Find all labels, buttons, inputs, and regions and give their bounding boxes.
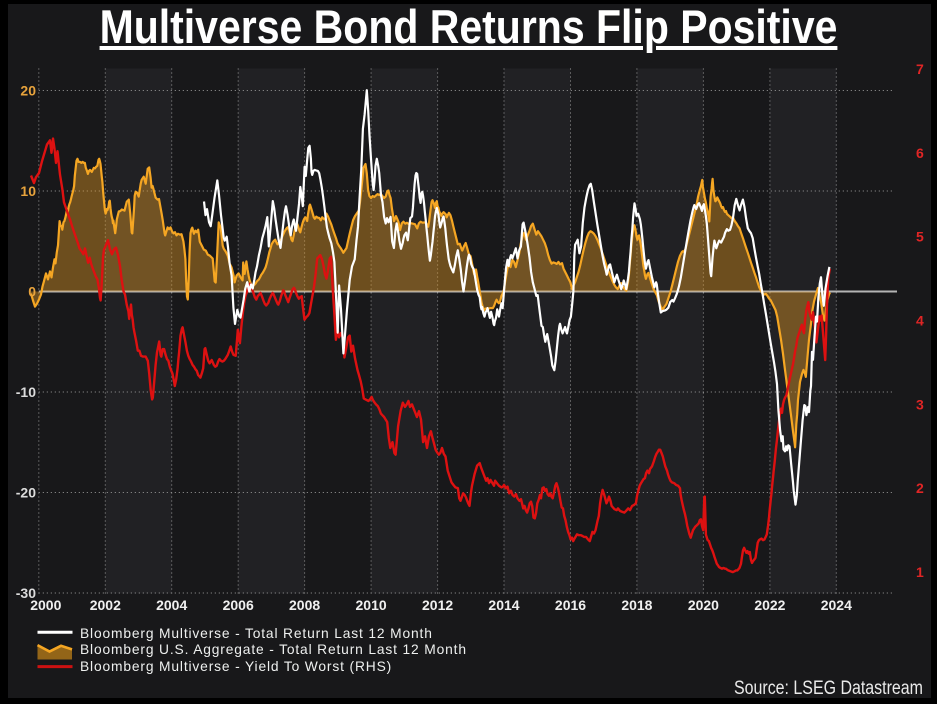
svg-text:2: 2 <box>916 480 924 496</box>
svg-text:2012: 2012 <box>422 597 453 613</box>
svg-text:2010: 2010 <box>356 597 387 613</box>
svg-text:-10: -10 <box>16 384 36 400</box>
svg-text:2020: 2020 <box>688 597 719 613</box>
svg-text:4: 4 <box>916 313 924 329</box>
svg-text:-20: -20 <box>16 485 36 501</box>
svg-text:2006: 2006 <box>223 597 254 613</box>
svg-text:7: 7 <box>916 61 924 77</box>
svg-text:2014: 2014 <box>488 597 519 613</box>
svg-text:2018: 2018 <box>621 597 652 613</box>
svg-text:2000: 2000 <box>30 597 61 613</box>
svg-text:-30: -30 <box>16 585 36 601</box>
svg-text:20: 20 <box>20 83 36 99</box>
svg-text:5: 5 <box>916 229 924 245</box>
svg-text:2002: 2002 <box>90 597 121 613</box>
svg-text:2016: 2016 <box>555 597 586 613</box>
svg-text:1: 1 <box>916 564 924 580</box>
svg-text:6: 6 <box>916 145 924 161</box>
svg-text:2022: 2022 <box>754 597 785 613</box>
svg-text:2008: 2008 <box>289 597 320 613</box>
svg-text:2004: 2004 <box>156 597 187 613</box>
svg-text:3: 3 <box>916 396 924 412</box>
svg-text:10: 10 <box>20 183 36 199</box>
svg-text:2024: 2024 <box>821 597 852 613</box>
svg-text:0: 0 <box>28 284 36 300</box>
